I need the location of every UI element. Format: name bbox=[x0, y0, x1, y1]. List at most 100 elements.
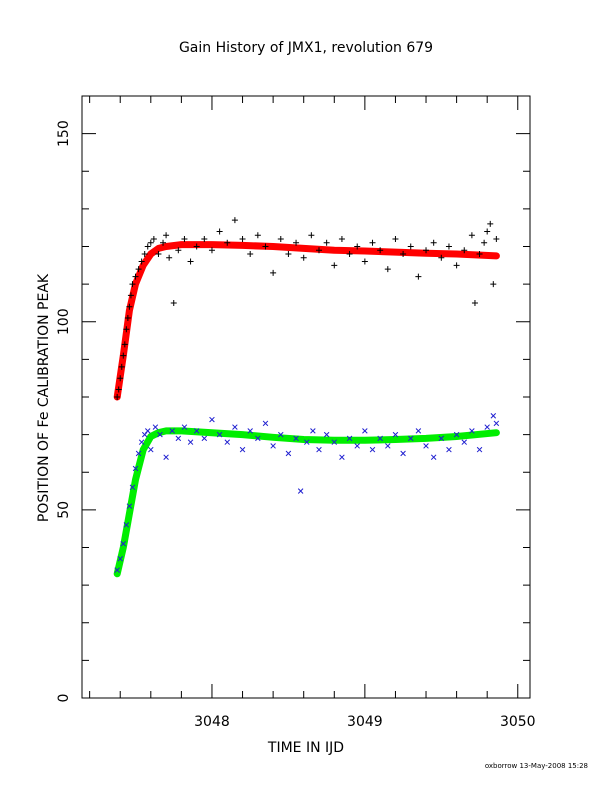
x-axis-label: TIME IN IJD bbox=[267, 740, 344, 756]
data-point-plus bbox=[484, 228, 491, 235]
data-point-cross bbox=[163, 454, 169, 460]
data-point-cross bbox=[224, 439, 231, 445]
data-point-cross bbox=[239, 446, 246, 453]
chart-title: Gain History of JMX1, revolution 679 bbox=[179, 40, 433, 56]
data-point-cross bbox=[385, 443, 391, 449]
data-point-plus bbox=[468, 232, 475, 239]
data-point-cross bbox=[493, 420, 500, 427]
data-point-plus bbox=[150, 235, 157, 242]
data-point-plus bbox=[438, 254, 445, 261]
data-point-plus bbox=[175, 247, 182, 254]
data-point-plus bbox=[415, 273, 422, 280]
data-point-plus bbox=[141, 251, 148, 258]
data-point-plus bbox=[471, 299, 478, 306]
data-point-plus bbox=[114, 394, 121, 400]
data-point-plus bbox=[115, 386, 122, 393]
fit-curves bbox=[113, 241, 500, 578]
data-point-cross bbox=[415, 428, 422, 434]
data-point-plus bbox=[490, 281, 497, 288]
data-point-plus bbox=[170, 299, 177, 306]
data-point-cross bbox=[304, 439, 310, 445]
data-point-plus bbox=[193, 243, 200, 250]
data-point-cross bbox=[148, 446, 154, 453]
data-point-plus bbox=[338, 235, 345, 242]
data-point-plus bbox=[163, 232, 170, 239]
data-point-plus bbox=[293, 239, 300, 246]
data-point-cross bbox=[144, 428, 151, 434]
data-point-cross bbox=[316, 446, 322, 453]
data-point-cross bbox=[216, 431, 223, 438]
data-point-plus bbox=[166, 254, 173, 261]
data-point-cross bbox=[354, 443, 360, 449]
data-point-cross bbox=[377, 435, 383, 442]
data-point-plus bbox=[400, 251, 407, 258]
data-point-plus bbox=[201, 235, 208, 242]
data-point-plus bbox=[392, 235, 399, 242]
data-point-plus bbox=[323, 239, 330, 246]
data-point-plus bbox=[247, 251, 254, 258]
data-point-plus bbox=[216, 228, 223, 235]
data-point-cross bbox=[132, 465, 139, 472]
data-point-plus bbox=[481, 239, 488, 246]
data-point-cross bbox=[293, 435, 299, 442]
data-point-cross bbox=[297, 488, 304, 494]
data-point-plus bbox=[453, 262, 460, 269]
data-point-plus bbox=[377, 247, 384, 254]
data-point-cross bbox=[446, 446, 452, 453]
data-point-plus bbox=[346, 251, 353, 258]
data-point-plus bbox=[208, 247, 215, 254]
y-tick-label: 100 bbox=[56, 308, 72, 335]
data-point-plus bbox=[132, 273, 139, 280]
data-point-cross bbox=[169, 428, 175, 434]
y-tick-label: 150 bbox=[56, 120, 72, 147]
data-point-plus bbox=[315, 247, 322, 254]
data-point-plus bbox=[308, 232, 315, 239]
data-point-cross bbox=[262, 420, 269, 427]
data-point-cross bbox=[407, 435, 414, 442]
data-point-cross bbox=[476, 446, 483, 453]
data-point-cross bbox=[187, 439, 194, 445]
data-point-cross bbox=[201, 435, 208, 442]
data-point-cross bbox=[331, 439, 338, 445]
data-point-cross bbox=[123, 522, 130, 528]
x-tick-label: 3049 bbox=[347, 714, 383, 730]
data-point-plus bbox=[384, 266, 391, 273]
data-point-cross bbox=[157, 431, 163, 438]
data-points bbox=[114, 217, 500, 573]
fit-curve-lower bbox=[113, 427, 500, 578]
data-point-cross bbox=[323, 431, 330, 438]
data-point-plus bbox=[354, 243, 361, 250]
data-point-cross bbox=[362, 428, 368, 434]
data-point-plus bbox=[224, 239, 231, 246]
data-point-cross bbox=[490, 413, 497, 419]
data-point-plus bbox=[270, 269, 277, 276]
data-point-cross bbox=[193, 428, 200, 434]
data-point-plus bbox=[138, 258, 145, 265]
data-point-cross bbox=[369, 446, 376, 453]
data-point-cross bbox=[247, 428, 253, 434]
data-point-plus bbox=[155, 251, 162, 258]
data-point-plus bbox=[262, 243, 269, 250]
data-point-plus bbox=[120, 352, 127, 359]
data-point-plus bbox=[361, 258, 368, 265]
y-tick-label: 0 bbox=[56, 694, 72, 703]
data-point-cross bbox=[438, 435, 445, 442]
data-point-plus bbox=[126, 303, 133, 310]
data-point-plus bbox=[285, 251, 292, 258]
data-point-plus bbox=[135, 266, 142, 273]
data-point-cross bbox=[129, 484, 136, 491]
y-axis-label: POSITION OF Fe CALIBRATION PEAK bbox=[36, 273, 52, 522]
data-point-cross bbox=[209, 416, 215, 423]
data-point-plus bbox=[123, 326, 130, 333]
data-point-plus bbox=[430, 239, 437, 246]
data-point-cross bbox=[255, 435, 261, 442]
footer-credit: oxborrow 13-May-2008 15:28 bbox=[485, 762, 588, 770]
data-point-cross bbox=[232, 424, 238, 430]
data-point-cross bbox=[346, 435, 353, 442]
data-point-cross bbox=[135, 450, 142, 457]
data-point-cross bbox=[138, 439, 145, 445]
data-point-plus bbox=[144, 243, 151, 250]
data-point-plus bbox=[187, 258, 194, 265]
data-point-cross bbox=[423, 443, 429, 449]
